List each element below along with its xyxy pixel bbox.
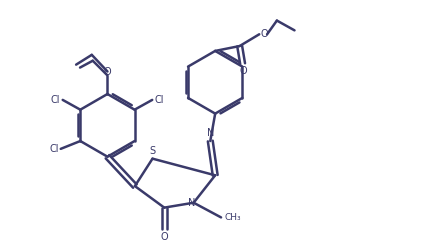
Text: O: O — [260, 29, 268, 39]
Text: O: O — [160, 232, 168, 242]
Text: O: O — [240, 67, 247, 76]
Text: Cl: Cl — [49, 144, 59, 154]
Text: N: N — [207, 128, 214, 138]
Text: N: N — [188, 198, 195, 208]
Text: S: S — [150, 146, 155, 156]
Text: CH₃: CH₃ — [224, 213, 241, 222]
Text: Cl: Cl — [50, 95, 60, 105]
Text: O: O — [103, 68, 111, 77]
Text: Cl: Cl — [154, 95, 164, 105]
